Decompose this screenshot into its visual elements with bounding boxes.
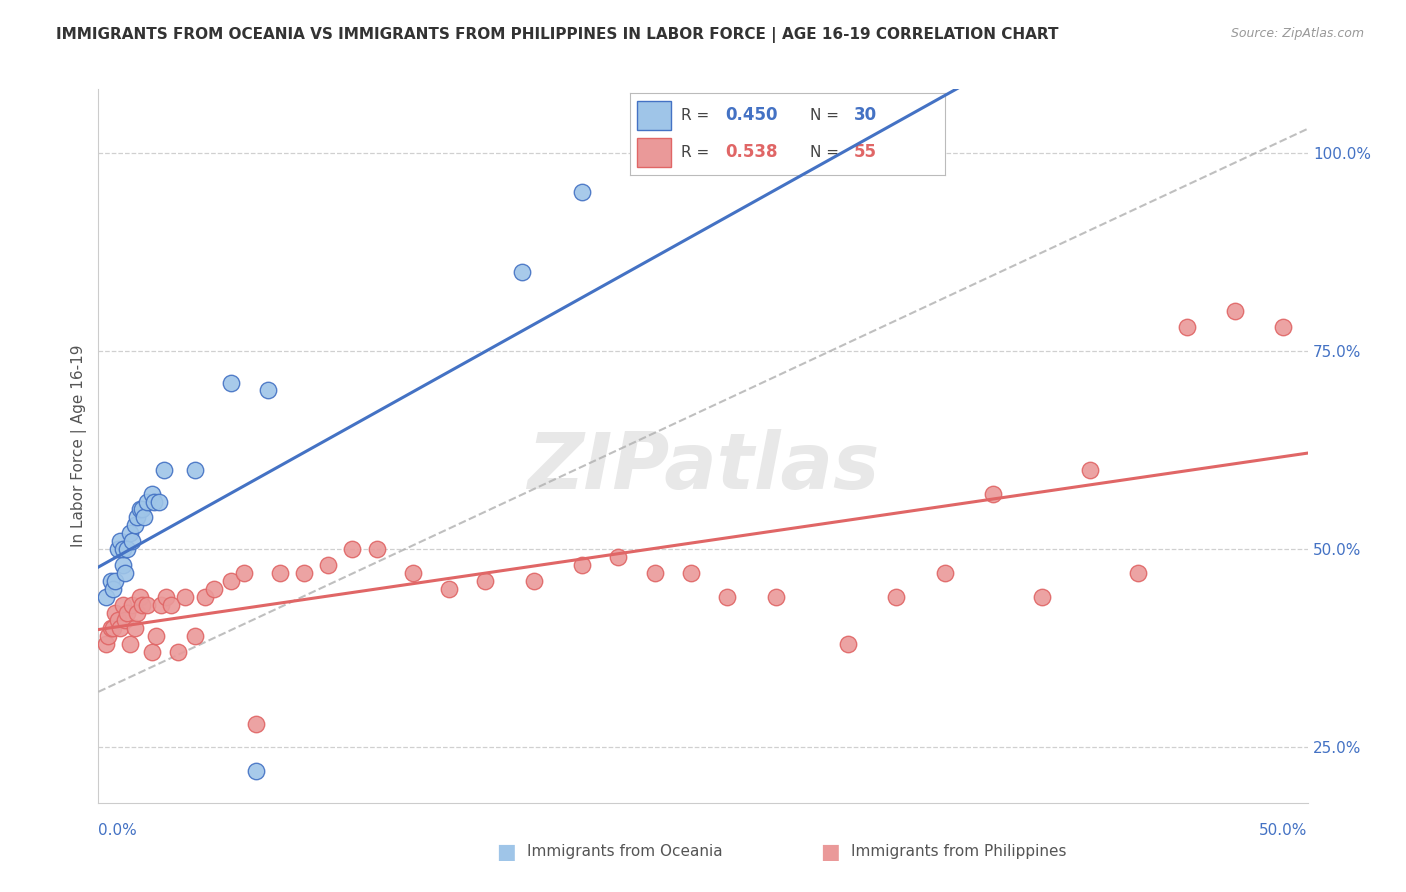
Point	[184, 463, 207, 477]
Point	[474, 574, 496, 588]
Point	[155, 590, 177, 604]
Point	[131, 502, 153, 516]
Point	[101, 621, 124, 635]
Point	[143, 494, 166, 508]
Point	[437, 582, 460, 596]
Point	[134, 510, 156, 524]
Point	[269, 566, 291, 580]
Point	[402, 566, 425, 580]
Point	[107, 614, 129, 628]
Point	[104, 606, 127, 620]
Point	[150, 598, 173, 612]
Point	[145, 629, 167, 643]
Point	[148, 494, 170, 508]
Point	[128, 502, 150, 516]
Point	[141, 645, 163, 659]
Point	[127, 510, 149, 524]
Point	[160, 598, 183, 612]
Point	[256, 384, 278, 398]
Point	[523, 574, 546, 588]
Point	[510, 264, 533, 278]
Point	[716, 590, 738, 604]
Point	[101, 582, 124, 596]
Text: 50.0%: 50.0%	[1260, 822, 1308, 838]
Point	[232, 566, 254, 580]
Text: ■: ■	[496, 842, 516, 862]
Point	[837, 637, 859, 651]
Point	[121, 534, 143, 549]
Point	[100, 621, 122, 635]
Point	[204, 582, 226, 596]
Point	[342, 542, 364, 557]
Point	[1031, 590, 1053, 604]
Point	[679, 566, 702, 580]
Text: ZIPatlas: ZIPatlas	[527, 429, 879, 506]
Point	[111, 558, 134, 572]
Point	[245, 764, 267, 778]
Point	[118, 526, 141, 541]
Point	[124, 518, 146, 533]
Point	[94, 637, 117, 651]
Text: Immigrants from Oceania: Immigrants from Oceania	[527, 845, 723, 859]
Point	[1272, 320, 1295, 334]
Point	[1078, 463, 1101, 477]
Point	[167, 645, 190, 659]
Point	[644, 566, 666, 580]
Point	[245, 716, 267, 731]
Point	[94, 590, 117, 604]
Point	[124, 621, 146, 635]
Point	[366, 542, 388, 557]
Point	[377, 875, 399, 889]
Point	[141, 486, 163, 500]
Point	[765, 590, 787, 604]
Point	[111, 598, 134, 612]
Text: Immigrants from Philippines: Immigrants from Philippines	[851, 845, 1066, 859]
Point	[316, 558, 339, 572]
Point	[1175, 320, 1198, 334]
Point	[114, 566, 136, 580]
Point	[1223, 304, 1246, 318]
Point	[135, 494, 157, 508]
Text: IMMIGRANTS FROM OCEANIA VS IMMIGRANTS FROM PHILIPPINES IN LABOR FORCE | AGE 16-1: IMMIGRANTS FROM OCEANIA VS IMMIGRANTS FR…	[56, 27, 1059, 43]
Point	[184, 629, 207, 643]
Point	[292, 566, 315, 580]
Text: 0.0%: 0.0%	[98, 822, 138, 838]
Point	[97, 629, 120, 643]
Point	[221, 376, 243, 390]
Point	[152, 463, 174, 477]
Point	[114, 614, 136, 628]
Point	[117, 606, 139, 620]
Point	[194, 590, 217, 604]
Point	[221, 574, 243, 588]
Point	[981, 486, 1004, 500]
Point	[121, 598, 143, 612]
Point	[104, 574, 127, 588]
Point	[934, 566, 956, 580]
Point	[108, 534, 131, 549]
Point	[111, 542, 134, 557]
Point	[886, 590, 908, 604]
Point	[127, 606, 149, 620]
Point	[100, 574, 122, 588]
Point	[108, 621, 131, 635]
Point	[118, 637, 141, 651]
Text: Source: ZipAtlas.com: Source: ZipAtlas.com	[1230, 27, 1364, 40]
Point	[131, 598, 153, 612]
Point	[174, 590, 197, 604]
Point	[1128, 566, 1150, 580]
Point	[571, 186, 593, 200]
Point	[644, 145, 666, 160]
Point	[607, 549, 630, 564]
Point	[135, 598, 157, 612]
Point	[571, 558, 593, 572]
Y-axis label: In Labor Force | Age 16-19: In Labor Force | Age 16-19	[72, 344, 87, 548]
Point	[107, 542, 129, 557]
Text: ■: ■	[820, 842, 839, 862]
Point	[128, 590, 150, 604]
Point	[117, 542, 139, 557]
